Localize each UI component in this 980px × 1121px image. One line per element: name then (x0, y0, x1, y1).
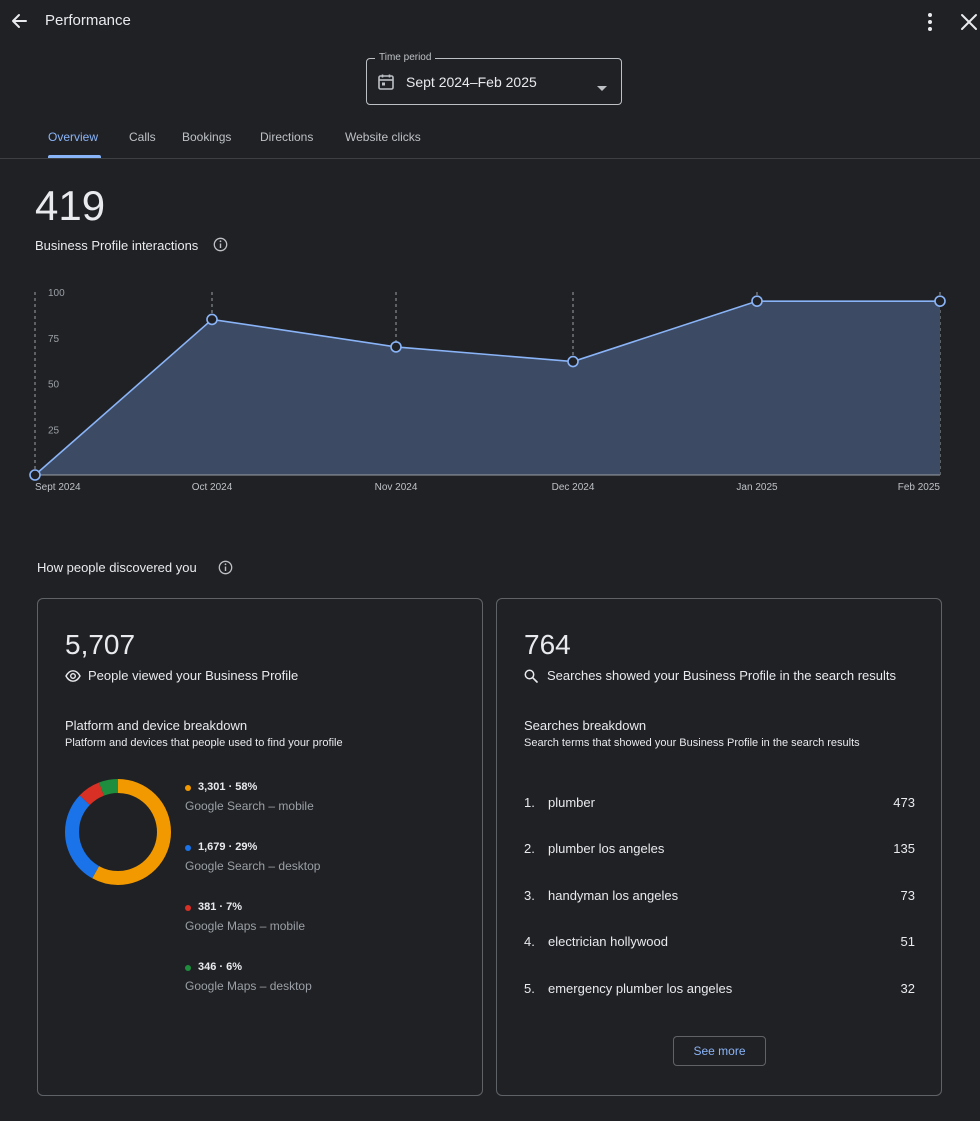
eye-icon (65, 669, 81, 688)
top-bar: Performance (0, 0, 980, 44)
donut-slice (65, 779, 171, 885)
chart-xtick-label: Dec 2024 (552, 482, 595, 493)
active-tab-indicator (48, 155, 101, 158)
views-label: People viewed your Business Profile (88, 668, 299, 683)
legend-name: Google Search – mobile (185, 799, 314, 813)
chart-area (35, 301, 940, 475)
more-vert-icon[interactable] (919, 11, 941, 33)
legend-value: 3,301 · 58% (198, 781, 258, 793)
search-term-row: 1. plumber 473 (524, 795, 915, 815)
legend-dot (185, 785, 191, 791)
legend-value: 381 · 7% (198, 901, 243, 913)
chart-point (567, 355, 579, 368)
search-term-row: 5. emergency plumber los angeles 32 (524, 981, 915, 1001)
search-rank: 5. (524, 981, 535, 996)
search-term-row: 2. plumber los angeles 135 (524, 841, 915, 861)
chart-series-line (34, 300, 940, 476)
chart-point (29, 469, 41, 481)
platform-breakdown-title: Platform and device breakdown (65, 718, 248, 733)
info-icon[interactable] (218, 560, 233, 580)
legend-dot (185, 905, 191, 911)
views-count: 5,707 (65, 629, 136, 660)
platform-donut-chart (65, 779, 171, 885)
chart-ytick-label: 50 (48, 380, 60, 391)
chart-ytick-label: 100 (48, 288, 65, 299)
search-rank: 2. (524, 841, 535, 856)
search-count: 73 (900, 888, 915, 903)
tab-directions[interactable]: Directions (260, 130, 314, 144)
tab-bookings[interactable]: Bookings (182, 130, 232, 144)
interactions-count: 419 (35, 182, 106, 229)
chart-xtick-label: Feb 2025 (898, 482, 941, 493)
time-period-label: Time period (375, 52, 436, 64)
donut-slice (65, 779, 171, 885)
legend-dot (185, 965, 191, 971)
back-arrow-icon[interactable] (8, 10, 30, 32)
chart-xtick-label: Oct 2024 (192, 482, 233, 493)
tab-bar: Overview Calls Bookings Directions Websi… (0, 118, 980, 159)
info-icon[interactable] (213, 237, 228, 257)
searches-breakdown-title: Searches breakdown (524, 718, 647, 733)
search-term-row: 4. electrician hollywood 51 (524, 934, 915, 954)
chart-point (390, 341, 402, 353)
search-term: electrician hollywood (548, 934, 668, 949)
chart-xtick-label: Sept 2024 (35, 482, 81, 493)
searches-label: Searches showed your Business Profile in… (547, 668, 897, 683)
chart-ytick-label: 75 (48, 334, 60, 345)
search-term: emergency plumber los angeles (548, 981, 733, 996)
search-term: plumber (548, 795, 595, 810)
interactions-chart: 25 50 75 100 Sept 2024 Oct 2024 Nov 2024 Dec 20… (29, 288, 946, 493)
time-period-value: Sept 2024–Feb 2025 (406, 74, 537, 90)
tab-overview[interactable]: Overview (48, 130, 99, 144)
search-term-row: 3. handyman los angeles 73 (524, 888, 915, 908)
page-title: Performance (45, 12, 131, 29)
tab-website-clicks[interactable]: Website clicks (345, 130, 421, 144)
chart-point (206, 313, 218, 326)
chart-point (751, 295, 763, 307)
searches-count: 764 (524, 629, 571, 660)
legend-item: 346 · 6% Google Maps – desktop (185, 961, 312, 993)
search-rank: 4. (524, 934, 535, 949)
legend-name: Google Search – desktop (185, 859, 321, 873)
search-icon (524, 669, 538, 688)
legend-item: 1,679 · 29% Google Search – desktop (185, 841, 320, 873)
search-rank: 3. (524, 888, 535, 903)
chart-xtick-label: Nov 2024 (375, 482, 418, 493)
legend-item: 3,301 · 58% Google Search – mobile (185, 781, 314, 813)
search-count: 51 (900, 934, 915, 949)
tab-calls[interactable]: Calls (129, 130, 156, 144)
search-count: 32 (900, 981, 915, 996)
search-count: 473 (893, 795, 915, 810)
legend-value: 346 · 6% (198, 961, 243, 973)
search-term: plumber los angeles (548, 841, 665, 856)
legend-name: Google Maps – mobile (185, 919, 306, 933)
chart-ytick-label: 25 (48, 425, 60, 436)
legend-item: 381 · 7% Google Maps – mobile (185, 901, 305, 933)
calendar-icon (377, 73, 395, 96)
close-icon[interactable] (958, 11, 980, 33)
interactions-label: Business Profile interactions (35, 238, 199, 253)
legend-value: 1,679 · 29% (198, 841, 258, 853)
dropdown-arrow-icon (597, 79, 607, 97)
search-count: 135 (893, 841, 915, 856)
chart-point (934, 295, 946, 307)
views-card: 5,707 People viewed your Business Profil… (37, 598, 483, 1096)
searches-card: 764 Searches showed your Business Profil… (496, 598, 942, 1096)
search-term: handyman los angeles (548, 888, 679, 903)
searches-breakdown-subtitle: Search terms that showed your Business P… (524, 737, 860, 749)
time-period-select[interactable]: Time period Sept 2024–Feb 2025 (366, 52, 622, 105)
legend-name: Google Maps – desktop (185, 979, 312, 993)
legend-dot (185, 845, 191, 851)
search-rank: 1. (524, 795, 535, 810)
see-more-button[interactable]: See more (673, 1036, 766, 1066)
platform-breakdown-subtitle: Platform and devices that people used to… (65, 737, 343, 749)
discovered-title: How people discovered you (37, 560, 197, 575)
chart-xtick-label: Jan 2025 (736, 482, 778, 493)
